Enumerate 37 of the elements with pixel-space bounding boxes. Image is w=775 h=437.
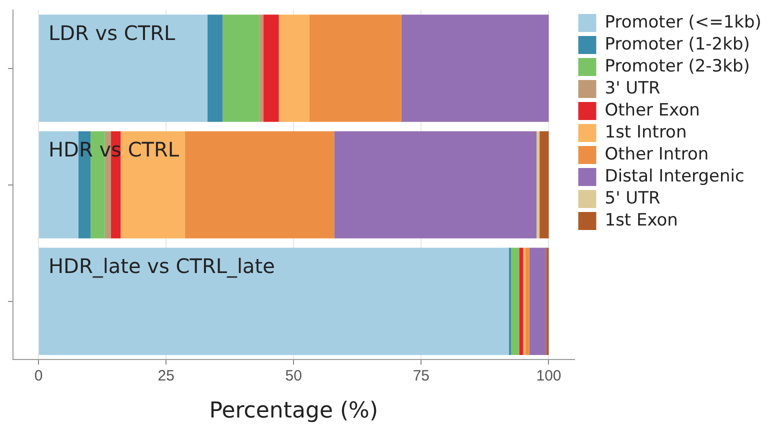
bar <box>309 14 402 122</box>
legend-label: Promoter (1-2kb) <box>604 34 750 54</box>
bar <box>39 14 208 122</box>
bar <box>184 131 334 238</box>
bar <box>525 248 530 355</box>
legend-label: 3' UTR <box>604 78 660 98</box>
bar <box>207 14 223 122</box>
x-tick-label: 25 <box>158 368 174 385</box>
legend-label: 1st Intron <box>604 122 687 142</box>
bar <box>536 131 540 238</box>
legend-label: Other Exon <box>604 100 700 120</box>
bar <box>401 14 549 122</box>
bar <box>540 131 549 238</box>
bar <box>222 14 260 122</box>
x-tick-label: 50 <box>285 368 302 385</box>
legend-label: Promoter (<=1kb) <box>604 12 762 32</box>
bar <box>546 248 549 355</box>
bar <box>278 14 310 122</box>
bar <box>120 131 185 238</box>
legend-label: Distal Intergenic <box>604 166 744 186</box>
bar <box>334 131 536 238</box>
bar <box>39 248 509 355</box>
y-tick-label: HDR_late vs CTRL_late <box>48 254 275 278</box>
bar <box>529 248 546 355</box>
legend-label: 5' UTR <box>604 188 660 208</box>
legend-label: Promoter (2-3kb) <box>604 56 750 76</box>
bar <box>510 248 520 355</box>
x-axis-title: Percentage (%) <box>209 398 378 424</box>
bar <box>264 14 279 122</box>
x-tick-label: 100 <box>536 368 562 385</box>
bar <box>259 14 264 122</box>
legend-label: Other Intron <box>604 144 709 164</box>
legend-label: 1st Exon <box>604 210 678 230</box>
x-tick-label: 0 <box>34 368 43 385</box>
bar <box>519 248 524 355</box>
x-tick-label: 75 <box>412 368 430 385</box>
y-tick-label: LDR vs CTRL <box>48 20 176 45</box>
